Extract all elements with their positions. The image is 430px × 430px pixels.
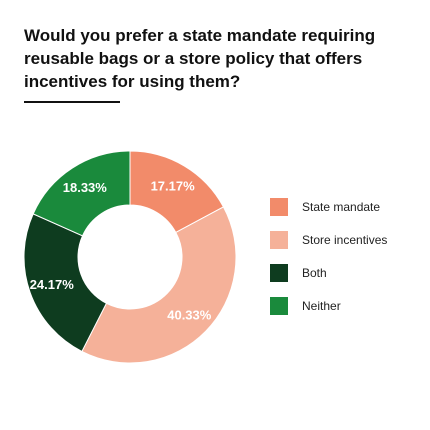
legend-swatch-state-mandate <box>270 198 288 216</box>
legend-swatch-store-incentives <box>270 231 288 249</box>
legend-label-store-incentives: Store incentives <box>302 233 388 247</box>
legend-item-neither: Neither <box>270 297 387 315</box>
slice-neither <box>32 150 131 237</box>
chart-legend: State mandate Store incentives Both Neit… <box>270 198 387 330</box>
slice-label-store-incentives: 40.33% <box>167 308 212 323</box>
legend-label-both: Both <box>302 266 327 280</box>
slice-both <box>23 213 108 353</box>
legend-swatch-both <box>270 264 288 282</box>
slice-label-both: 24.17% <box>30 277 75 292</box>
chart-title: Would you prefer a state mandate requiri… <box>24 26 376 91</box>
slice-label-neither: 18.33% <box>63 180 108 195</box>
legend-item-both: Both <box>270 264 387 282</box>
legend-item-state-mandate: State mandate <box>270 198 387 216</box>
legend-swatch-neither <box>270 297 288 315</box>
legend-label-state-mandate: State mandate <box>302 200 381 214</box>
slice-store-incentives <box>81 206 237 364</box>
slice-label-state-mandate: 17.17% <box>151 178 196 193</box>
legend-label-neither: Neither <box>302 299 341 313</box>
legend-item-store-incentives: Store incentives <box>270 231 387 249</box>
title-underline <box>24 101 120 103</box>
